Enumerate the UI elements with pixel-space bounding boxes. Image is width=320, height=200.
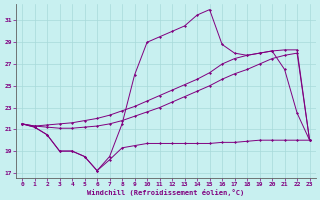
X-axis label: Windchill (Refroidissement éolien,°C): Windchill (Refroidissement éolien,°C) (87, 189, 244, 196)
